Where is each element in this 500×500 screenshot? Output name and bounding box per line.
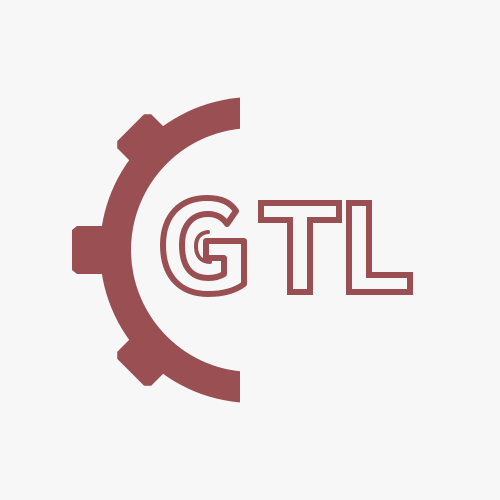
gear-icon xyxy=(72,97,406,403)
letter-l xyxy=(346,200,413,295)
gear-tooth-upper-left xyxy=(117,114,186,183)
gear-tooth-top xyxy=(189,114,237,170)
gear-tooth-lower-left xyxy=(117,317,186,386)
gear-tooth-left xyxy=(72,226,120,274)
letter-g xyxy=(160,195,247,297)
letter-t xyxy=(258,200,342,295)
gear-tooth-bottom xyxy=(189,330,237,386)
